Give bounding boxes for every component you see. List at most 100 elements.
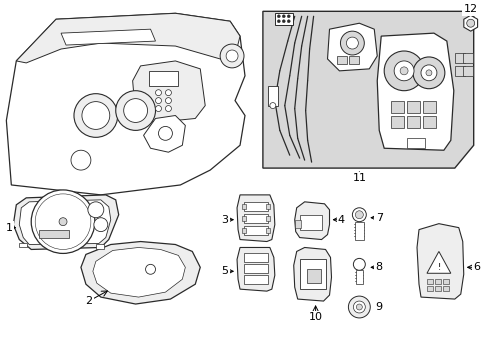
Polygon shape [426, 251, 450, 273]
Circle shape [82, 102, 109, 129]
Circle shape [155, 90, 161, 96]
Bar [265, 216, 269, 221]
Circle shape [94, 218, 107, 231]
Polygon shape [81, 242, 200, 304]
Circle shape [165, 98, 171, 104]
Polygon shape [16, 13, 240, 63]
Circle shape [116, 91, 155, 130]
Polygon shape [143, 116, 185, 152]
Circle shape [282, 15, 285, 18]
Bar [242, 216, 245, 221]
Circle shape [88, 202, 103, 218]
Bar [267, 86, 277, 105]
Circle shape [155, 105, 161, 112]
Polygon shape [463, 15, 477, 31]
Polygon shape [19, 200, 111, 244]
Polygon shape [263, 11, 473, 168]
Bar [306, 269, 320, 283]
Circle shape [346, 37, 358, 49]
Bar [355, 222, 364, 239]
Bar [349, 56, 359, 64]
Polygon shape [61, 29, 155, 45]
Circle shape [158, 126, 172, 140]
Bar [356, 270, 363, 284]
Circle shape [74, 94, 118, 137]
Circle shape [123, 99, 147, 122]
Bar [462, 53, 472, 63]
Bar [299, 260, 325, 289]
Text: 2: 2 [85, 296, 92, 306]
Bar [299, 215, 321, 230]
Text: 9: 9 [375, 302, 382, 312]
Bar [390, 117, 403, 129]
Polygon shape [237, 247, 274, 291]
Text: 11: 11 [352, 173, 366, 183]
Polygon shape [293, 247, 331, 301]
Circle shape [353, 258, 365, 270]
Circle shape [35, 194, 91, 249]
Circle shape [286, 15, 290, 18]
Bar [242, 204, 245, 209]
Text: 5: 5 [221, 266, 228, 276]
Text: 6: 6 [472, 262, 479, 272]
Bar [244, 275, 267, 284]
Text: 1: 1 [6, 222, 13, 233]
Bar [406, 100, 419, 113]
Bar [406, 138, 424, 148]
Text: 4: 4 [337, 215, 345, 225]
Text: 7: 7 [375, 213, 382, 223]
Bar [265, 228, 269, 233]
Bar [422, 100, 435, 113]
Bar [242, 228, 245, 233]
Bar [442, 286, 448, 291]
Bar [148, 71, 178, 86]
Bar [294, 220, 300, 228]
Text: 3: 3 [221, 215, 228, 225]
Bar [454, 53, 464, 63]
Bar [426, 279, 432, 284]
Bar [244, 264, 267, 273]
Polygon shape [237, 195, 274, 242]
Circle shape [352, 208, 366, 222]
Bar [244, 226, 267, 235]
Text: 8: 8 [375, 262, 382, 272]
Bar [265, 204, 269, 209]
Polygon shape [13, 195, 119, 249]
Bar [19, 243, 27, 247]
Bar [426, 286, 432, 291]
Circle shape [282, 20, 285, 23]
Polygon shape [6, 13, 244, 195]
Bar [390, 100, 403, 113]
Bar [434, 286, 440, 291]
Circle shape [220, 44, 244, 68]
Bar [422, 117, 435, 129]
Bar [462, 66, 472, 76]
Bar [39, 230, 69, 238]
Text: 12: 12 [463, 4, 477, 14]
Bar [337, 56, 346, 64]
Circle shape [165, 90, 171, 96]
Circle shape [31, 190, 95, 253]
Bar [442, 279, 448, 284]
Text: 10: 10 [308, 312, 322, 322]
Circle shape [165, 105, 171, 112]
Bar [244, 253, 267, 262]
Bar [96, 244, 103, 249]
Circle shape [425, 70, 431, 76]
Bar [244, 202, 267, 211]
Circle shape [420, 65, 436, 81]
Circle shape [353, 301, 365, 313]
Polygon shape [376, 33, 453, 150]
Circle shape [155, 98, 161, 104]
Circle shape [269, 103, 275, 109]
Circle shape [393, 61, 413, 81]
Circle shape [355, 211, 363, 219]
Circle shape [466, 19, 474, 27]
Polygon shape [132, 61, 205, 122]
Circle shape [384, 51, 423, 91]
Circle shape [347, 296, 369, 318]
Polygon shape [416, 224, 463, 299]
Circle shape [59, 218, 67, 226]
Circle shape [145, 264, 155, 274]
Circle shape [71, 150, 91, 170]
